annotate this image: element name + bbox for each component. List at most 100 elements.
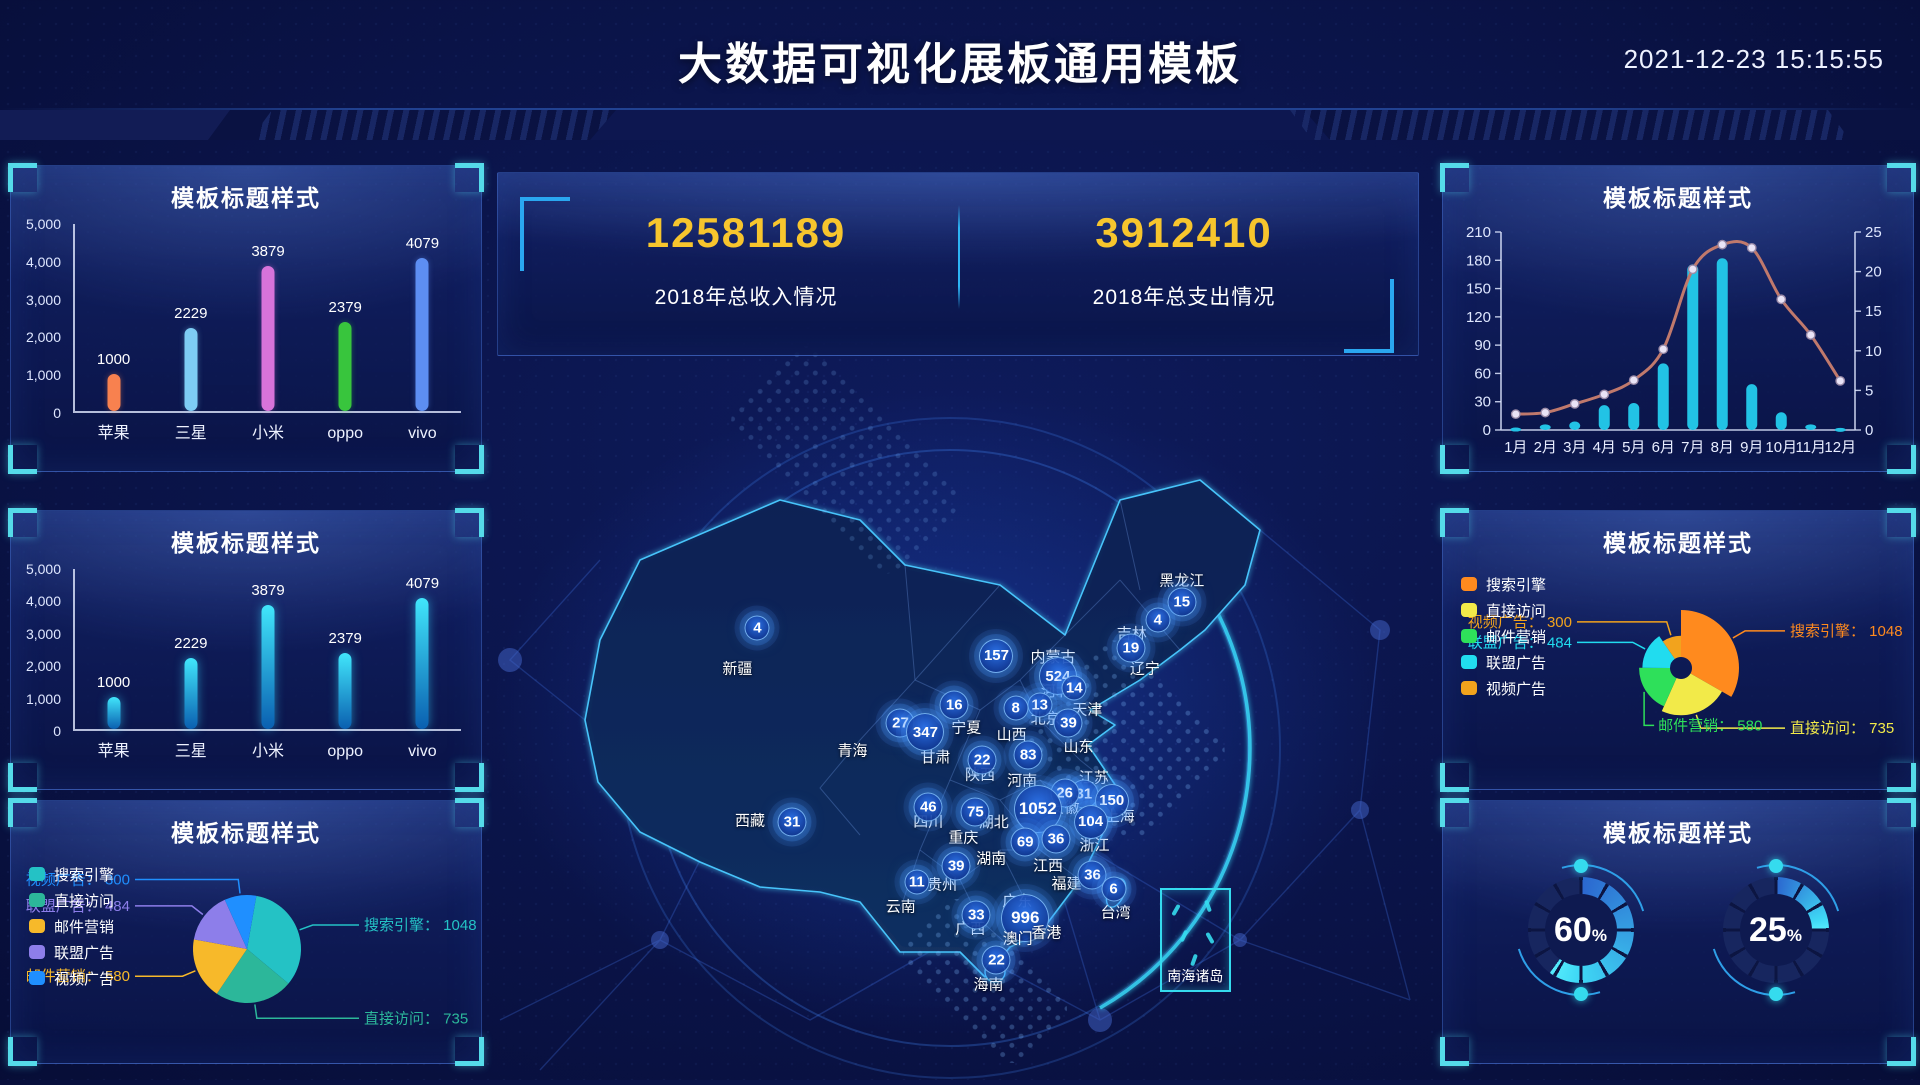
pie-slice-直接访问[interactable] — [216, 949, 289, 1003]
pie-slice-联盟广告[interactable] — [193, 899, 247, 949]
corner-bracket-icon — [455, 508, 484, 537]
combo-bar[interactable] — [1687, 264, 1699, 430]
combo-bar[interactable] — [1716, 258, 1728, 430]
legend-swatch-icon — [29, 971, 45, 985]
province-badge[interactable]: 16 — [939, 690, 969, 720]
corner-bracket-icon — [8, 1037, 37, 1066]
bar[interactable] — [261, 265, 275, 411]
province-badge[interactable]: 1052 — [1013, 785, 1062, 834]
pie-label-line — [254, 1004, 359, 1020]
bar-value-label: 1000 — [96, 674, 131, 691]
legend-item-搜索引擎[interactable]: 搜索引擎 — [29, 861, 114, 887]
line-point-marker[interactable] — [1569, 398, 1580, 409]
bar[interactable] — [415, 598, 429, 729]
province-badge[interactable]: 39 — [1053, 708, 1083, 738]
line-point-marker[interactable] — [1717, 239, 1728, 250]
province-badge[interactable]: 33 — [961, 900, 991, 930]
pie-slice-搜索引擎[interactable] — [1681, 610, 1739, 697]
corner-bracket-icon — [1887, 1037, 1916, 1066]
combo-bar[interactable] — [1510, 427, 1522, 432]
line-point-marker[interactable] — [1599, 389, 1610, 400]
province-label: 山西 — [996, 726, 1027, 744]
corner-bracket-icon — [1887, 508, 1916, 537]
province-badge[interactable]: 347 — [906, 713, 945, 752]
legend-item-联盟广告[interactable]: 联盟广告 — [29, 939, 114, 965]
combo-bar[interactable] — [1628, 402, 1640, 430]
province-badge[interactable]: 6 — [1101, 876, 1127, 902]
province-badge[interactable]: 31 — [777, 807, 807, 837]
bar-value-label: 3879 — [251, 242, 285, 260]
province-badge[interactable]: 83 — [1013, 740, 1043, 770]
bar[interactable] — [261, 604, 275, 729]
province-badge[interactable]: 69 — [1010, 827, 1040, 857]
combo-bar[interactable] — [1539, 424, 1551, 430]
province-badge[interactable]: 996 — [1001, 894, 1050, 943]
gauge-dot-top — [1768, 859, 1783, 873]
pie-slice-视频广告[interactable] — [224, 895, 257, 949]
combo-bar[interactable] — [1834, 427, 1846, 432]
province-badge[interactable]: 4 — [1145, 607, 1171, 633]
province-badge[interactable]: 22 — [981, 945, 1011, 975]
line-point-marker[interactable] — [1776, 294, 1787, 305]
combo-bar[interactable] — [1657, 363, 1669, 430]
gauge-25[interactable]: 25% — [1717, 859, 1835, 1001]
combo-bar[interactable] — [1598, 405, 1610, 430]
legend-label: 视频广告 — [54, 970, 115, 988]
legend-item-邮件营销[interactable]: 邮件营销 — [1461, 623, 1546, 649]
legend-item-视频广告[interactable]: 视频广告 — [29, 965, 114, 991]
province-badge[interactable]: 19 — [1116, 633, 1146, 663]
bar[interactable] — [338, 652, 352, 729]
province-badge[interactable]: 39 — [941, 851, 971, 881]
combo-bar[interactable] — [1746, 384, 1758, 430]
pie-slice-视频广告[interactable] — [1662, 635, 1681, 659]
combo-bar[interactable] — [1569, 421, 1581, 430]
bar[interactable] — [107, 373, 121, 411]
line-point-marker[interactable] — [1746, 242, 1757, 253]
bar[interactable] — [184, 657, 198, 729]
province-badge[interactable]: 75 — [960, 797, 990, 827]
line-point-marker[interactable] — [1805, 330, 1816, 340]
bar[interactable] — [184, 327, 198, 411]
province-badge[interactable]: 8 — [1003, 695, 1029, 721]
pie-slice-邮件营销[interactable] — [1639, 667, 1677, 707]
line-point-marker[interactable] — [1658, 344, 1669, 355]
combo-bar[interactable] — [1775, 412, 1787, 430]
legend-item-搜索引擎[interactable]: 搜索引擎 — [1461, 571, 1546, 597]
x-axis-category-label: oppo — [327, 425, 363, 442]
line-point-marker[interactable] — [1540, 407, 1551, 418]
pie-data-label: 视频广告： 300 — [1468, 614, 1572, 631]
province-badge[interactable]: 14 — [1061, 675, 1087, 701]
bar[interactable] — [415, 258, 429, 411]
line-point-marker[interactable] — [1835, 375, 1846, 386]
province-badge[interactable]: 22 — [967, 745, 997, 775]
province-badge[interactable]: 4 — [744, 615, 770, 641]
line-point-marker[interactable] — [1510, 409, 1521, 420]
legend-item-视频广告[interactable]: 视频广告 — [1461, 675, 1546, 701]
legend-item-邮件营销[interactable]: 邮件营销 — [29, 913, 114, 939]
province-badge[interactable]: 524 — [1038, 657, 1077, 696]
combo-line[interactable] — [1515, 240, 1842, 416]
combo-bar[interactable] — [1805, 424, 1817, 430]
pie-slice-邮件营销[interactable] — [192, 939, 247, 994]
legend-item-直接访问[interactable]: 直接访问 — [1461, 597, 1546, 623]
bar[interactable] — [338, 322, 352, 411]
gauge-60[interactable]: 60% — [1522, 859, 1640, 1001]
panel-pie-flat: 模板标题样式 搜索引擎： 1048 直接访问： 735 邮件营销： 580 联盟广告：… — [8, 798, 484, 1066]
province-badge[interactable]: 11 — [904, 869, 930, 895]
bar[interactable] — [107, 697, 121, 729]
pie-slice-联盟广告[interactable] — [1642, 636, 1675, 668]
legend-item-联盟广告[interactable]: 联盟广告 — [1461, 649, 1546, 675]
expense-label: 2018年总支出情况 — [1092, 286, 1276, 309]
pie-slice-直接访问[interactable] — [1661, 673, 1722, 716]
panel-title: 模板标题样式 — [1603, 185, 1753, 211]
province-badge[interactable]: 104 — [1073, 804, 1108, 839]
province-badge[interactable]: 13 — [1027, 692, 1053, 718]
legend-item-直接访问[interactable]: 直接访问 — [29, 887, 114, 913]
province-badge[interactable]: 15 — [1167, 587, 1197, 617]
line-point-marker[interactable] — [1687, 264, 1698, 275]
line-point-marker[interactable] — [1628, 375, 1639, 386]
province-badge[interactable]: 157 — [979, 638, 1014, 673]
province-badge[interactable]: 46 — [913, 792, 943, 822]
pie-slice-搜索引擎[interactable] — [247, 895, 301, 984]
province-badge[interactable]: 36 — [1041, 824, 1071, 854]
